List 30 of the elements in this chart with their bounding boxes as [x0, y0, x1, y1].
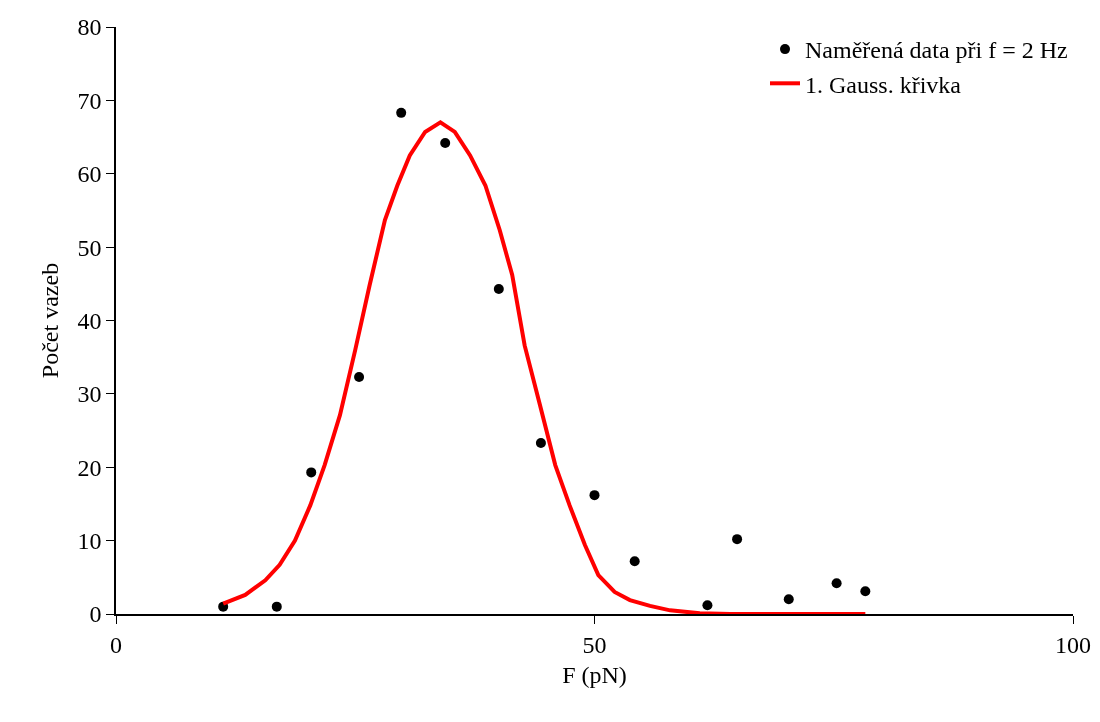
- point: [440, 137, 451, 148]
- x-tick-label: 50: [582, 631, 607, 658]
- y-axis-title: Počet vazeb: [37, 262, 64, 379]
- y-tick-label: 20: [77, 454, 102, 481]
- point: [732, 534, 743, 545]
- point: [271, 601, 282, 612]
- point: [629, 556, 640, 567]
- point: [535, 438, 546, 449]
- point: [493, 283, 504, 294]
- x-tick-label: 100: [1055, 631, 1091, 658]
- y-tick-label: 60: [77, 161, 102, 188]
- point: [306, 467, 317, 478]
- y-tick-label: 40: [77, 307, 102, 334]
- y-tick-label: 50: [77, 234, 102, 261]
- x-tick-label: 0: [110, 631, 122, 658]
- point: [783, 594, 794, 605]
- y-tick-label: 80: [77, 14, 102, 41]
- y-tick-label: 0: [89, 601, 102, 628]
- legend-label: 1. Gauss. křivka: [805, 71, 962, 98]
- y-tick-label: 10: [77, 528, 102, 555]
- point: [589, 490, 600, 501]
- legend-label: Naměřená data při f = 2 Hz: [805, 37, 1068, 64]
- x-axis-title: F (pN): [562, 662, 627, 689]
- point: [702, 600, 713, 611]
- point: [831, 578, 842, 589]
- point: [860, 586, 871, 597]
- y-tick-label: 30: [77, 381, 102, 408]
- point: [354, 372, 365, 382]
- point: [396, 107, 407, 118]
- y-tick-label: 70: [77, 87, 102, 114]
